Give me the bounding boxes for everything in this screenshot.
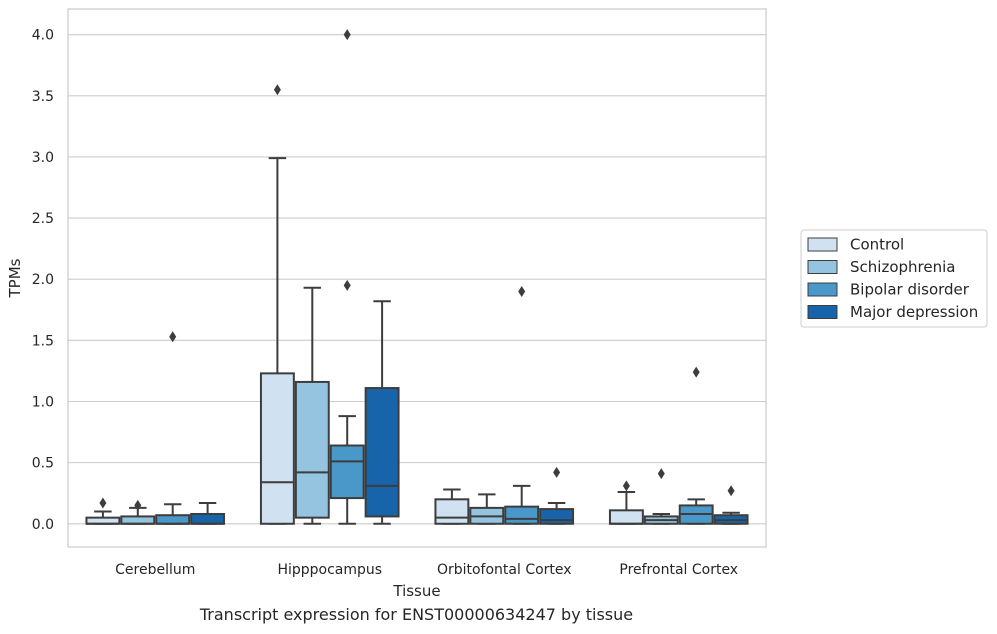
box-iqr	[539, 508, 575, 525]
outlier-point	[553, 466, 561, 478]
outlier-point	[657, 468, 665, 480]
y-tick-label: 3.0	[32, 150, 54, 166]
outlier-point	[169, 331, 177, 343]
outlier-point	[343, 29, 351, 41]
legend-swatch	[807, 305, 838, 319]
legend-swatch	[807, 237, 838, 252]
y-tick-label: 2.0	[32, 272, 54, 288]
box-1-3	[364, 300, 400, 525]
y-tick-label: 1.5	[32, 333, 54, 349]
box-1-1	[294, 286, 330, 525]
outlier-point	[518, 285, 526, 297]
chart-caption: Transcript expression for ENST0000063424…	[199, 605, 634, 624]
y-axis-ticks: 0.0 0.5 1.0 1.5 2.0 2.5 3.0 3.5 4.0	[32, 28, 54, 533]
legend: Control Schizophrenia Bipolar disorder Majo…	[800, 229, 988, 328]
box-iqr	[504, 505, 540, 525]
box-iqr	[434, 498, 470, 525]
legend-swatch	[807, 282, 838, 297]
box-0-2	[155, 331, 191, 525]
outlier-point	[692, 366, 700, 378]
box-3-1	[643, 468, 679, 525]
box-1-0	[259, 84, 295, 525]
box-iqr	[155, 514, 191, 525]
x-axis-ticks: Cerebellum Hipppocampus Orbitofontal Corte…	[115, 562, 738, 578]
outlier-point	[622, 480, 630, 492]
box-iqr	[190, 512, 226, 525]
legend-swatch	[807, 260, 838, 274]
x-axis-label: Tissue	[392, 582, 440, 600]
legend-frame	[800, 229, 988, 328]
box-iqr	[329, 444, 365, 500]
legend-label: Schizophrenia	[850, 258, 955, 276]
outlier-point	[343, 279, 351, 291]
box-iqr	[364, 387, 400, 518]
legend-label: Control	[850, 236, 904, 254]
gridlines	[68, 34, 766, 525]
box-0-3	[190, 501, 226, 525]
outlier-point	[273, 84, 281, 96]
legend-label: Major depression	[850, 303, 978, 321]
y-tick-label: 0.5	[32, 456, 54, 472]
box-2-2	[504, 285, 540, 525]
box-iqr	[294, 380, 330, 519]
plot-frame	[67, 8, 767, 548]
outlier-point	[727, 485, 735, 497]
y-tick-label: 4.0	[32, 28, 54, 44]
y-axis-label: TPMs	[6, 258, 24, 298]
outlier-point	[99, 497, 107, 509]
x-tick-label: Hipppocampus	[277, 562, 382, 578]
box-0-1	[120, 499, 156, 525]
outlier-point	[134, 499, 142, 511]
box-3-2	[678, 366, 714, 525]
box-1-2	[329, 29, 365, 525]
box-3-0	[608, 480, 644, 525]
legend-label: Bipolar disorder	[850, 281, 970, 299]
box-0-0	[85, 497, 121, 525]
box-iqr	[608, 509, 644, 525]
y-tick-label: 0.0	[32, 517, 54, 533]
x-tick-label: Prefrontal Cortex	[619, 562, 738, 578]
boxes	[85, 29, 749, 525]
y-tick-label: 3.5	[32, 89, 54, 105]
box-2-1	[469, 493, 505, 525]
box-iqr	[120, 515, 156, 525]
box-2-3	[539, 466, 575, 525]
y-tick-label: 2.5	[32, 211, 54, 227]
x-tick-label: Orbitofontal Cortex	[437, 562, 572, 578]
box-iqr	[259, 372, 295, 525]
y-tick-label: 1.0	[32, 394, 54, 410]
box-3-3	[713, 485, 749, 525]
box-2-0	[434, 488, 470, 525]
x-tick-label: Cerebellum	[115, 562, 195, 578]
